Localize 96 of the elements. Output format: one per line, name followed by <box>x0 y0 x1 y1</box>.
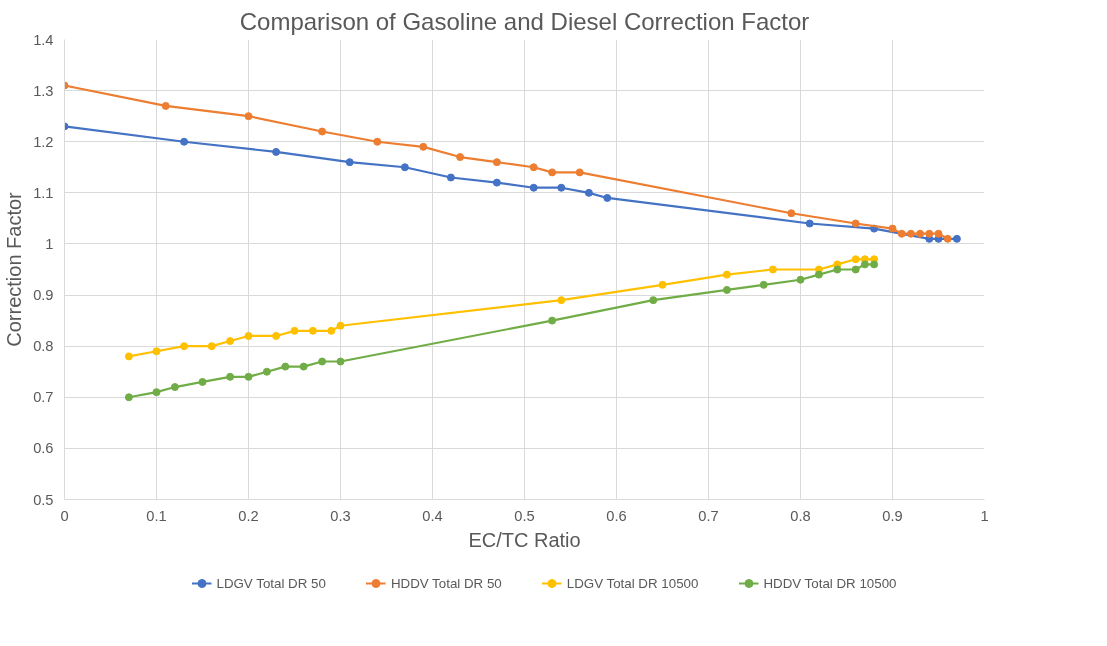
point <box>262 367 271 376</box>
point <box>759 280 768 289</box>
point <box>722 270 731 279</box>
point <box>170 383 179 392</box>
y-tick-label: 1 <box>45 235 54 252</box>
point <box>870 260 879 269</box>
point <box>244 372 253 381</box>
point <box>603 193 612 202</box>
point <box>318 127 327 136</box>
point <box>833 265 842 274</box>
point <box>584 188 593 197</box>
x-tick-label: 0.7 <box>698 507 719 524</box>
point <box>768 265 777 274</box>
point <box>152 388 161 397</box>
y-tick-label: 0.6 <box>33 440 54 457</box>
x-tick-label: 0 <box>60 507 69 524</box>
point <box>851 255 860 264</box>
point <box>529 163 538 172</box>
point <box>722 285 731 294</box>
point <box>557 296 566 305</box>
point <box>226 337 235 346</box>
legend-label: HDDV Total DR 10500 <box>763 575 897 591</box>
point <box>916 229 925 238</box>
y-tick-label: 0.8 <box>33 338 54 355</box>
point <box>318 357 327 366</box>
point <box>658 280 667 289</box>
y-tick-label: 0.9 <box>33 287 54 304</box>
point <box>198 377 207 386</box>
x-tick-label: 0.3 <box>330 507 351 524</box>
x-tick-label: 0.5 <box>514 507 535 524</box>
x-tick-label: 1 <box>980 507 989 524</box>
point <box>814 270 823 279</box>
point <box>272 331 281 340</box>
point <box>308 326 317 335</box>
point <box>207 342 216 351</box>
point <box>548 316 557 325</box>
y-tick-label: 1.2 <box>33 133 54 150</box>
point <box>851 265 860 274</box>
point <box>906 229 915 238</box>
point <box>244 112 253 121</box>
point <box>327 326 336 335</box>
chart-title: Comparison of Gasoline and Diesel Correction Factor <box>239 7 810 35</box>
point <box>943 234 952 243</box>
point <box>180 342 189 351</box>
point <box>649 296 658 305</box>
point <box>281 362 290 371</box>
legend-label: LDGV Total DR 10500 <box>566 575 699 591</box>
point <box>934 229 943 238</box>
point <box>805 219 814 228</box>
point <box>492 158 501 167</box>
point <box>161 101 170 110</box>
y-tick-label: 1.1 <box>33 184 54 201</box>
point <box>796 275 805 284</box>
point <box>152 347 161 356</box>
point <box>336 321 345 330</box>
point <box>897 229 906 238</box>
point <box>419 142 428 151</box>
point <box>952 234 961 243</box>
y-tick-label: 1.3 <box>33 82 54 99</box>
point <box>888 224 897 233</box>
x-tick-label: 0.4 <box>422 507 443 524</box>
point <box>272 147 281 156</box>
legend-label: HDDV Total DR 50 <box>390 575 502 591</box>
x-tick-label: 0.6 <box>606 507 627 524</box>
point <box>373 137 382 146</box>
point <box>345 158 354 167</box>
point <box>124 393 133 402</box>
point <box>548 168 557 177</box>
x-tick-label: 0.9 <box>882 507 903 524</box>
x-axis-title: EC/TC Ratio <box>468 528 581 551</box>
point <box>299 362 308 371</box>
legend-label: LDGV Total DR 50 <box>216 575 326 591</box>
point <box>492 178 501 187</box>
point <box>124 352 133 361</box>
point <box>244 331 253 340</box>
point <box>290 326 299 335</box>
y-tick-label: 1.4 <box>33 31 54 48</box>
point <box>446 173 455 182</box>
point <box>226 372 235 381</box>
y-tick-label: 0.5 <box>33 491 54 508</box>
point <box>180 137 189 146</box>
x-tick-label: 0.8 <box>790 507 811 524</box>
point <box>529 183 538 192</box>
point <box>575 168 584 177</box>
point <box>925 229 934 238</box>
point <box>851 219 860 228</box>
point <box>400 163 409 172</box>
x-tick-label: 0.1 <box>146 507 167 524</box>
point <box>557 183 566 192</box>
x-tick-label: 0.2 <box>238 507 259 524</box>
point <box>456 153 465 162</box>
point <box>787 209 796 218</box>
point <box>336 357 345 366</box>
point <box>860 260 869 269</box>
y-axis-title: Correction Factor <box>3 191 26 347</box>
y-tick-label: 0.7 <box>33 389 54 406</box>
